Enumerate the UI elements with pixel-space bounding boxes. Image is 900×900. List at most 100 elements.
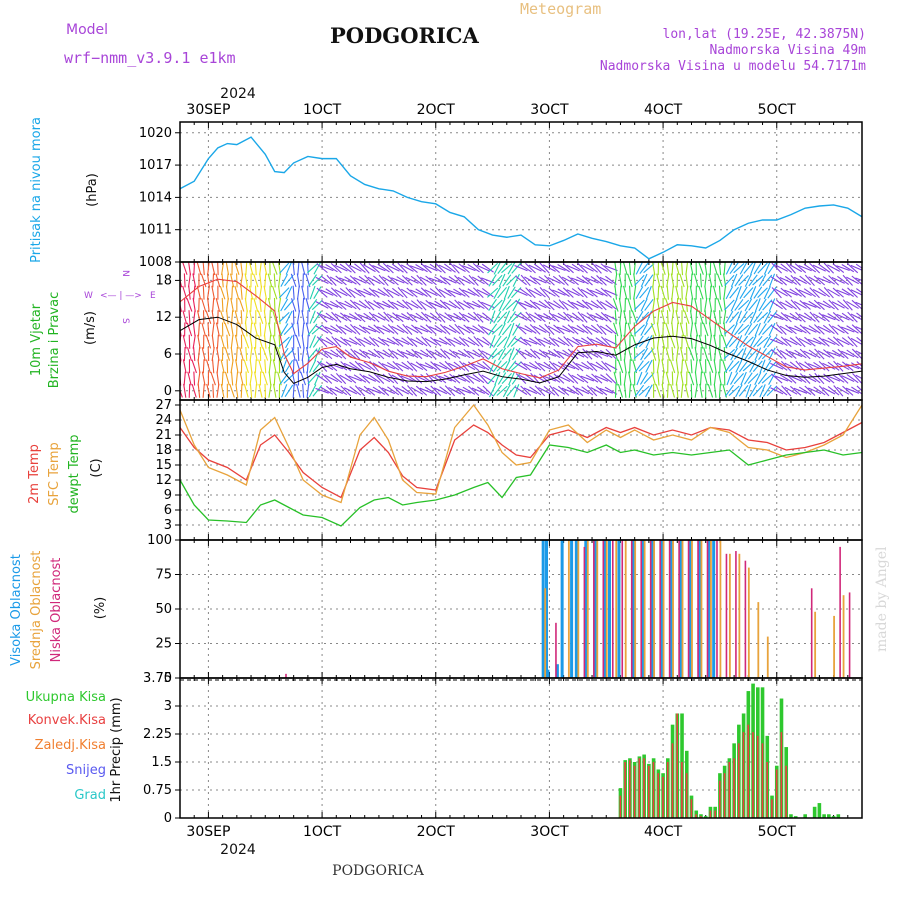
wind-arrow [489,335,496,349]
wind-arrow [448,300,461,310]
wind-arrow [457,301,471,309]
wind-arrow [784,386,798,395]
wind-arrow [567,275,579,286]
wind-arrow [770,349,783,359]
wind-arrow [481,288,494,298]
wind-arrow [259,297,262,312]
wind-arrow [548,287,560,298]
cloud-mid-bar [662,540,665,678]
wind-arrow [367,276,381,285]
wind-arrow [477,299,489,311]
wind-arrow [695,310,698,325]
wind-arrow [382,276,395,285]
wind-arrow [571,301,585,309]
wind-arrow [768,298,776,312]
wind-arrow [828,299,839,311]
temp-2m-line [179,421,863,499]
wind-arrow [330,373,343,384]
wind-arrow [315,374,329,383]
wind-arrow [624,322,627,337]
wind-arrow [400,351,415,357]
wind-arrow [633,262,636,276]
cloud-low-bar [621,540,624,678]
wind-arrow [770,387,784,395]
wind-arrow [321,324,333,335]
wind-arrow [311,324,323,335]
wind-arrow [813,275,826,286]
wind-arrow [285,335,293,349]
wind-arrow [845,363,860,370]
wind-arrow [443,277,457,284]
wind-arrow [613,371,618,386]
wind-arrow [557,337,570,347]
wind-arrow [512,273,520,287]
wind-arrow [684,334,690,349]
wind-arrow [576,276,589,285]
wind-arrow [809,287,820,299]
wind-arrow [396,362,410,370]
wind-arrow [775,275,787,286]
wind-arrow [591,262,602,274]
wind-arrow [372,313,386,321]
wind-arrow [596,275,607,286]
wind-arrow [405,349,419,359]
precip-conv-bar [719,780,721,818]
wind-arrow [572,385,584,397]
wind-arrow [202,262,205,276]
wind-arrow [640,347,649,361]
wind-arrow [799,275,812,286]
wind-arrow [428,277,443,284]
x-tick-label-bottom: 2OCT [417,824,456,840]
wind-arrow [633,285,637,300]
wind-arrow [291,347,296,361]
wind-arrow [566,313,580,321]
wind-arrow [284,359,294,373]
wind-arrow [749,310,757,324]
cloud-mid-bar [615,540,618,678]
wind-arrow [362,375,377,382]
wind-arrow [576,349,589,359]
wind-arrow [809,262,821,274]
wind-arrow [363,385,376,396]
wind-arrow [391,301,405,309]
wind-arrow [462,386,476,395]
wind-arrow [396,324,409,335]
wind-arrow [600,336,612,348]
wind-arrow [349,337,362,347]
wind-arrow [435,262,446,274]
wind-arrow [600,287,612,298]
wind-arrow [704,297,708,312]
wind-arrow [528,337,542,346]
wind-arrow [503,359,511,373]
wind-arrow [202,383,205,398]
wind-arrow [353,301,367,309]
wind-arrow [832,336,844,348]
y-tick-label: 6 [164,503,172,518]
wind-arrow [757,287,768,299]
wind-arrow [694,383,698,398]
cloud-low-bar [678,540,680,678]
wind-arrow [836,386,850,395]
wind-arrow [466,302,481,308]
wind-arrow [752,385,763,397]
wind-gust-line [179,278,863,379]
cloud-mid-bar [728,553,731,678]
wind-arrow [478,372,489,385]
wind-arrow [438,264,452,272]
wind-arrow [675,262,680,276]
y-tick-label: 25 [155,637,172,652]
wind-arrow [575,338,590,345]
wind-arrow [704,273,708,288]
wind-arrow [547,301,561,309]
wind-arrow [623,310,628,325]
cloud-low-bar [697,540,699,678]
wind-arrow [249,359,253,374]
wind-arrow [685,262,689,276]
wind-arrow [680,347,685,361]
wind-arrow [377,288,390,298]
wind-arrow [779,277,793,284]
wind-arrow [769,314,784,321]
wind-arrow [533,350,547,358]
wind-arrows [180,262,862,398]
